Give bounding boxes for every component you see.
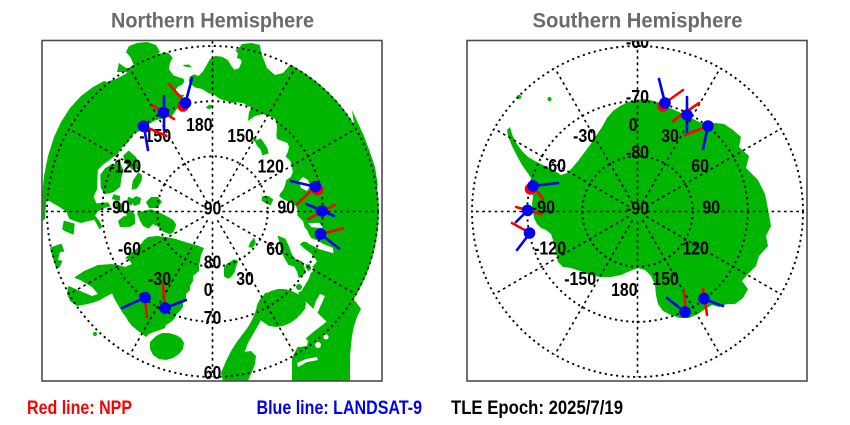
svg-text:-30: -30 [573, 125, 596, 146]
svg-text:-80: -80 [626, 141, 649, 162]
svg-text:TLE Epoch: 2025/7/19: TLE Epoch: 2025/7/19 [451, 398, 623, 419]
svg-text:70: 70 [204, 307, 222, 328]
svg-text:Southern Hemisphere: Southern Hemisphere [533, 9, 743, 33]
svg-text:30: 30 [661, 125, 679, 146]
svg-text:150: 150 [652, 268, 678, 289]
svg-text:-30: -30 [148, 268, 171, 289]
svg-text:0: 0 [629, 114, 638, 135]
svg-text:60: 60 [266, 238, 284, 259]
svg-text:120: 120 [683, 238, 709, 259]
svg-text:30: 30 [236, 268, 254, 289]
svg-text:90: 90 [277, 197, 295, 218]
svg-text:-120: -120 [534, 238, 566, 259]
svg-text:Blue line: LANDSAT-9: Blue line: LANDSAT-9 [257, 398, 423, 419]
svg-text:60: 60 [691, 155, 709, 176]
svg-text:-90: -90 [107, 197, 130, 218]
svg-text:90: 90 [702, 197, 720, 218]
svg-text:-60: -60 [543, 155, 566, 176]
svg-text:150: 150 [227, 125, 253, 146]
svg-text:-150: -150 [564, 268, 596, 289]
svg-text:180: 180 [611, 279, 637, 300]
svg-text:180: 180 [186, 114, 212, 135]
svg-text:90: 90 [204, 198, 222, 219]
svg-text:Red line: NPP: Red line: NPP [27, 398, 132, 419]
svg-text:120: 120 [258, 155, 284, 176]
svg-text:-120: -120 [109, 155, 141, 176]
svg-text:0: 0 [204, 279, 213, 300]
svg-text:-70: -70 [626, 86, 649, 107]
svg-text:60: 60 [204, 362, 222, 383]
svg-text:-60: -60 [118, 238, 141, 259]
svg-text:-90: -90 [626, 198, 649, 219]
svg-text:Northern Hemisphere: Northern Hemisphere [111, 9, 314, 33]
svg-text:-60: -60 [626, 31, 649, 52]
svg-text:80: 80 [204, 252, 222, 273]
